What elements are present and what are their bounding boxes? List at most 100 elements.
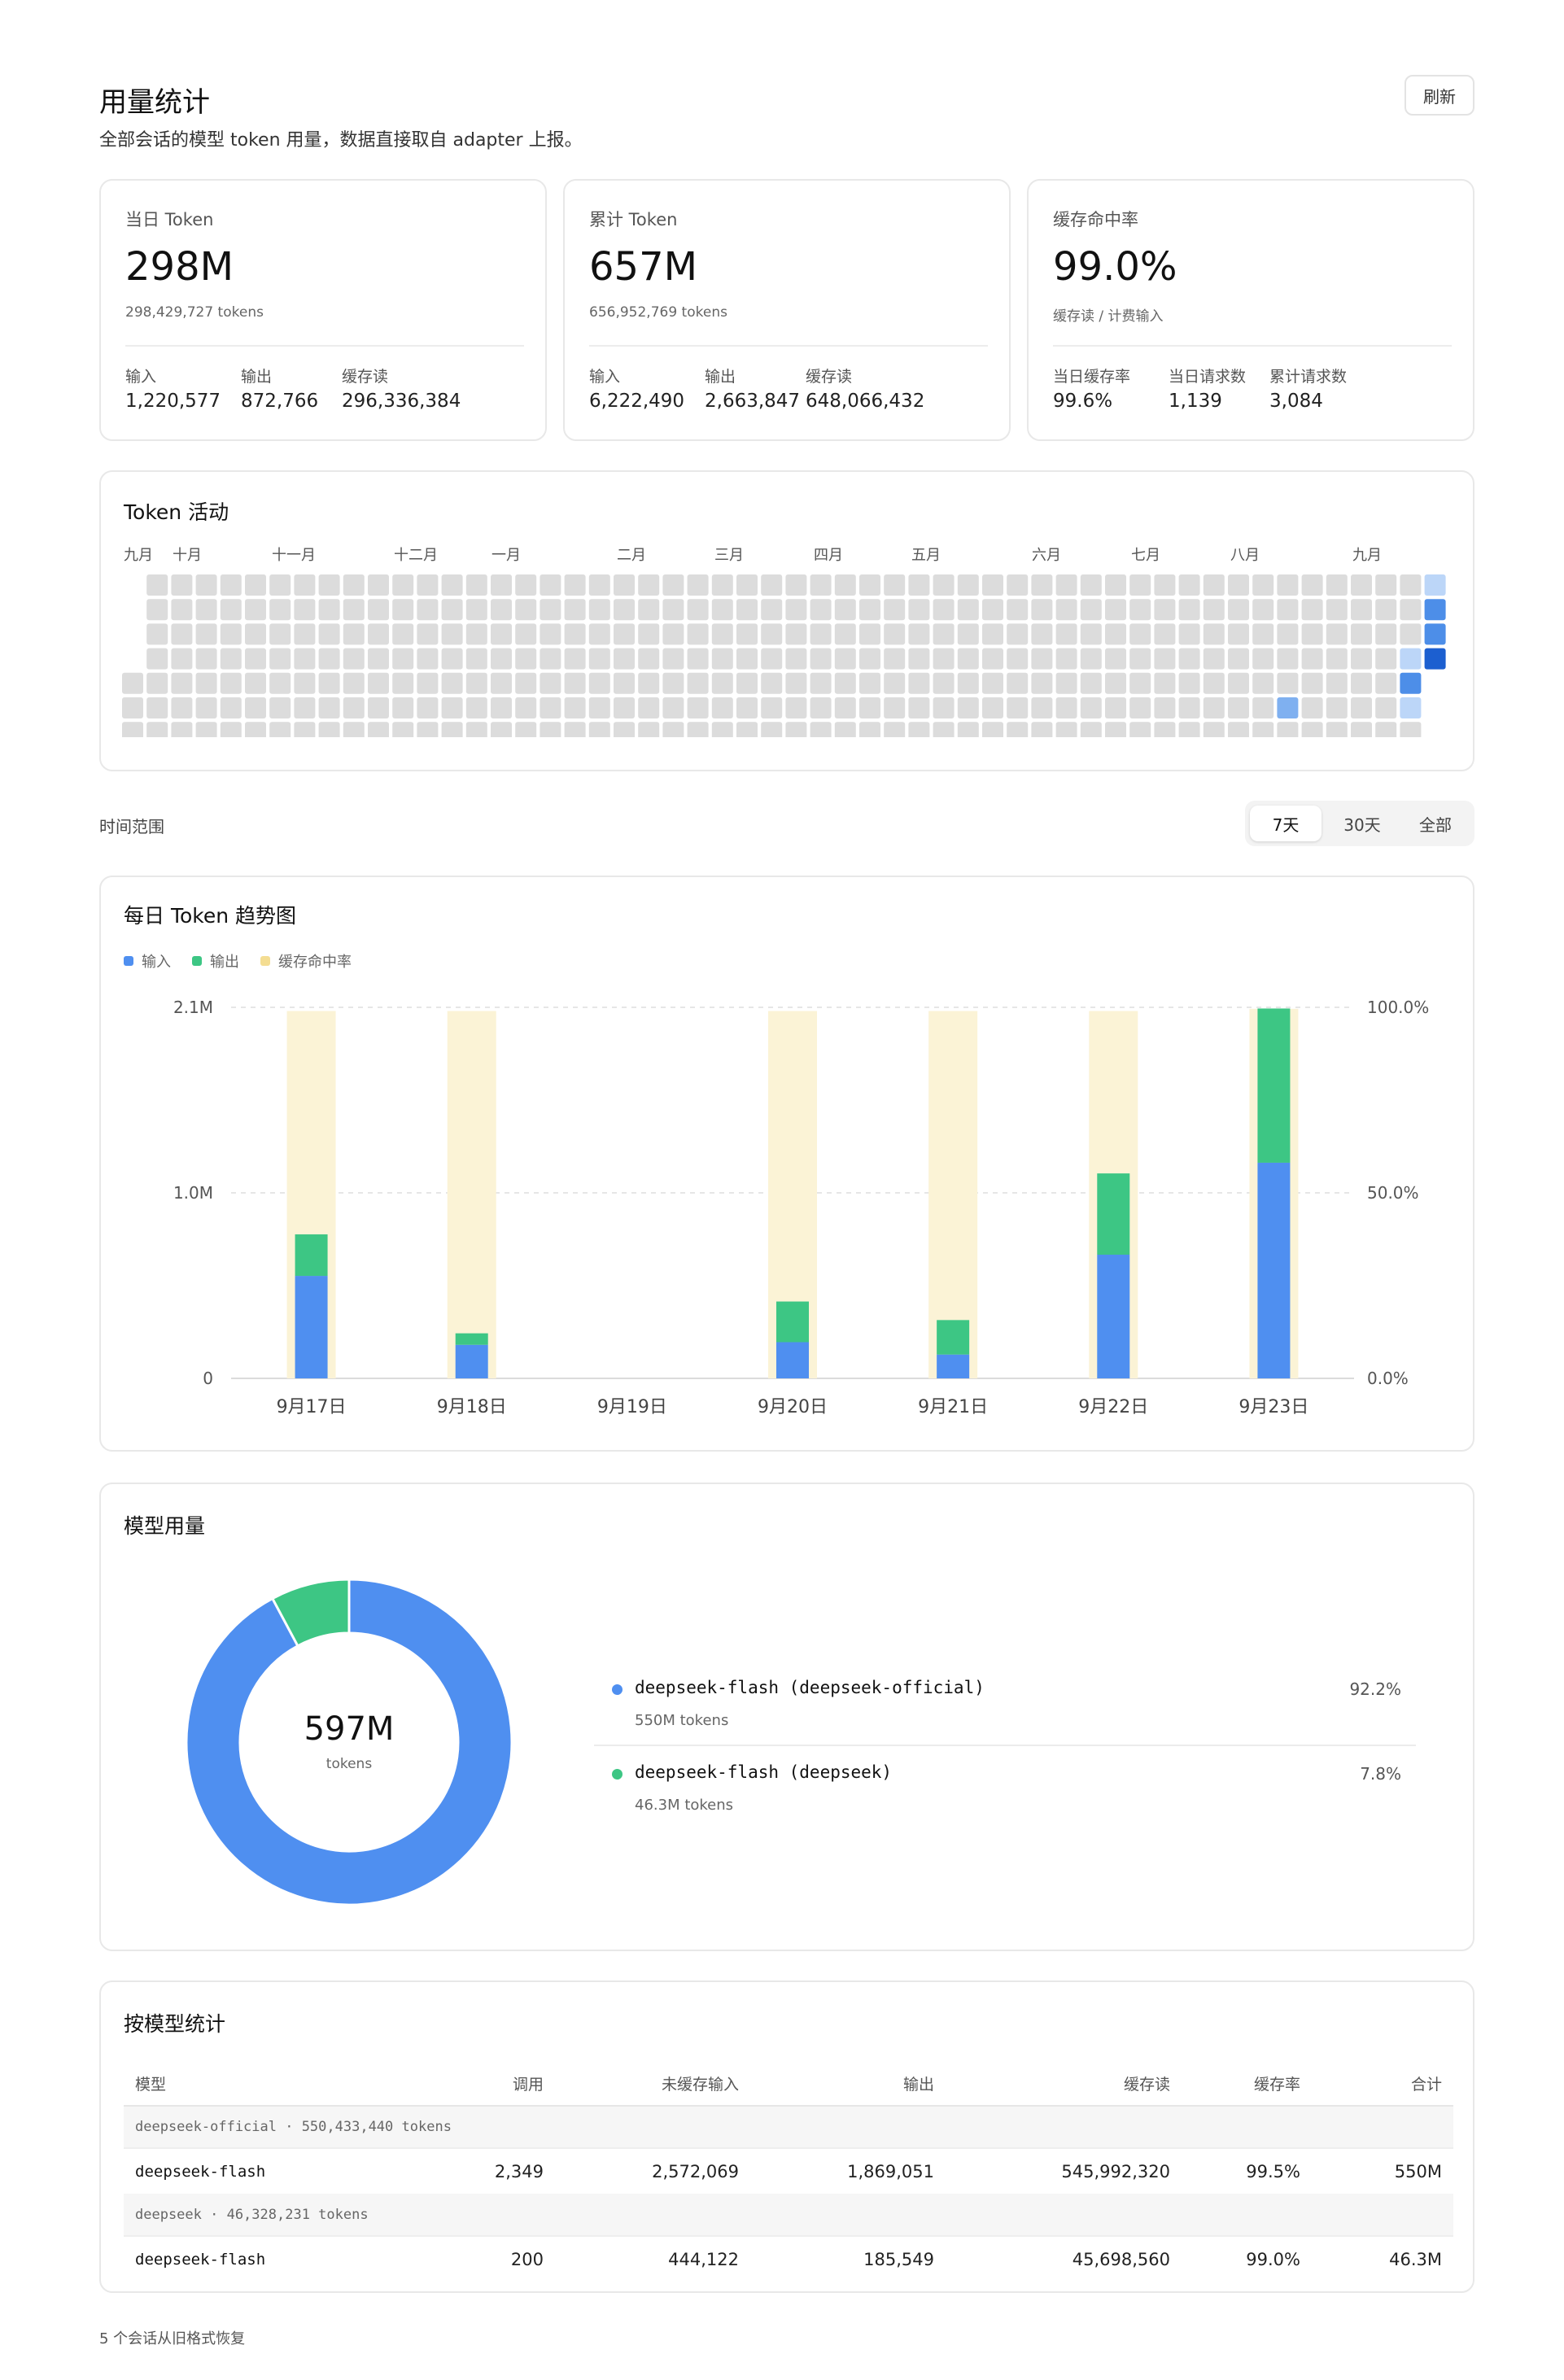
- activity-cell[interactable]: [859, 599, 880, 621]
- activity-cell[interactable]: [294, 623, 316, 645]
- activity-cell[interactable]: [1400, 599, 1422, 621]
- activity-cell[interactable]: [294, 672, 316, 694]
- activity-cell[interactable]: [368, 648, 389, 670]
- activity-cell[interactable]: [540, 648, 561, 670]
- activity-cell[interactable]: [1326, 722, 1348, 737]
- activity-cell[interactable]: [1228, 697, 1249, 718]
- activity-cell[interactable]: [171, 599, 193, 621]
- activity-cell[interactable]: [933, 574, 955, 596]
- activity-cell[interactable]: [540, 574, 561, 596]
- activity-cell[interactable]: [859, 648, 880, 670]
- activity-cell[interactable]: [1326, 623, 1348, 645]
- activity-cell[interactable]: [1424, 574, 1446, 596]
- activity-cell[interactable]: [1375, 722, 1397, 737]
- output-bar[interactable]: [937, 1320, 970, 1355]
- activity-cell[interactable]: [761, 672, 783, 694]
- activity-cell[interactable]: [1277, 648, 1299, 670]
- activity-cell[interactable]: [1007, 623, 1029, 645]
- activity-cell[interactable]: [343, 623, 365, 645]
- activity-cell[interactable]: [711, 672, 733, 694]
- activity-cell[interactable]: [417, 722, 439, 737]
- activity-cell[interactable]: [146, 574, 168, 596]
- activity-cell[interactable]: [982, 574, 1003, 596]
- activity-cell[interactable]: [785, 722, 807, 737]
- activity-cell[interactable]: [1252, 574, 1274, 596]
- activity-cell[interactable]: [834, 574, 856, 596]
- activity-cell[interactable]: [662, 574, 684, 596]
- activity-cell[interactable]: [1326, 574, 1348, 596]
- activity-cell[interactable]: [638, 672, 660, 694]
- activity-cell[interactable]: [392, 648, 414, 670]
- activity-cell[interactable]: [1154, 648, 1176, 670]
- activity-cell[interactable]: [1105, 599, 1126, 621]
- activity-cell[interactable]: [1228, 599, 1249, 621]
- activity-cell[interactable]: [368, 697, 389, 718]
- activity-cell[interactable]: [491, 672, 512, 694]
- activity-cell[interactable]: [195, 697, 217, 718]
- activity-cell[interactable]: [294, 599, 316, 621]
- activity-cell[interactable]: [1252, 672, 1274, 694]
- activity-cell[interactable]: [146, 648, 168, 670]
- activity-cell[interactable]: [368, 599, 389, 621]
- activity-cell[interactable]: [171, 623, 193, 645]
- activity-cell[interactable]: [515, 599, 537, 621]
- activity-cell[interactable]: [1424, 648, 1446, 670]
- activity-cell[interactable]: [859, 672, 880, 694]
- activity-cell[interactable]: [1178, 648, 1200, 670]
- activity-cell[interactable]: [1228, 574, 1249, 596]
- activity-cell[interactable]: [1351, 623, 1372, 645]
- activity-cell[interactable]: [1080, 648, 1102, 670]
- activity-cell[interactable]: [662, 648, 684, 670]
- activity-cell[interactable]: [441, 697, 463, 718]
- activity-cell[interactable]: [1007, 722, 1029, 737]
- activity-cell[interactable]: [1252, 648, 1274, 670]
- activity-cell[interactable]: [1031, 574, 1053, 596]
- activity-cell[interactable]: [1129, 697, 1151, 718]
- activity-cell[interactable]: [736, 648, 758, 670]
- cache-rate-bar[interactable]: [447, 1011, 496, 1378]
- activity-cell[interactable]: [638, 623, 660, 645]
- activity-cell[interactable]: [1252, 722, 1274, 737]
- output-bar[interactable]: [1097, 1173, 1130, 1255]
- activity-cell[interactable]: [417, 648, 439, 670]
- activity-cell[interactable]: [220, 574, 242, 596]
- activity-cell[interactable]: [957, 722, 979, 737]
- activity-cell[interactable]: [982, 722, 1003, 737]
- activity-cell[interactable]: [982, 599, 1003, 621]
- activity-cell[interactable]: [1301, 697, 1323, 718]
- table-column-header[interactable]: 缓存读: [1123, 2076, 1170, 2094]
- activity-cell[interactable]: [834, 599, 856, 621]
- table-column-header[interactable]: 未缓存输入: [661, 2076, 739, 2094]
- activity-cell[interactable]: [465, 697, 487, 718]
- activity-cell[interactable]: [515, 722, 537, 737]
- activity-cell[interactable]: [540, 623, 561, 645]
- activity-cell[interactable]: [441, 722, 463, 737]
- activity-cell[interactable]: [785, 648, 807, 670]
- activity-cell[interactable]: [1129, 648, 1151, 670]
- activity-cell[interactable]: [588, 574, 610, 596]
- output-bar[interactable]: [295, 1234, 328, 1277]
- activity-cell[interactable]: [761, 574, 783, 596]
- activity-cell[interactable]: [1400, 697, 1422, 718]
- activity-cell[interactable]: [1351, 697, 1372, 718]
- activity-cell[interactable]: [1080, 599, 1102, 621]
- activity-cell[interactable]: [711, 722, 733, 737]
- activity-cell[interactable]: [662, 722, 684, 737]
- activity-cell[interactable]: [1129, 623, 1151, 645]
- activity-cell[interactable]: [1007, 574, 1029, 596]
- activity-cell[interactable]: [564, 574, 586, 596]
- activity-cell[interactable]: [1055, 574, 1077, 596]
- activity-cell[interactable]: [1154, 599, 1176, 621]
- activity-cell[interactable]: [957, 599, 979, 621]
- activity-cell[interactable]: [294, 574, 316, 596]
- activity-cell[interactable]: [1080, 574, 1102, 596]
- activity-cell[interactable]: [269, 697, 291, 718]
- activity-cell[interactable]: [588, 599, 610, 621]
- activity-cell[interactable]: [318, 722, 340, 737]
- activity-cell[interactable]: [1178, 599, 1200, 621]
- activity-cell[interactable]: [171, 574, 193, 596]
- activity-cell[interactable]: [122, 697, 143, 718]
- activity-cell[interactable]: [785, 697, 807, 718]
- activity-cell[interactable]: [515, 648, 537, 670]
- activity-cell[interactable]: [1301, 722, 1323, 737]
